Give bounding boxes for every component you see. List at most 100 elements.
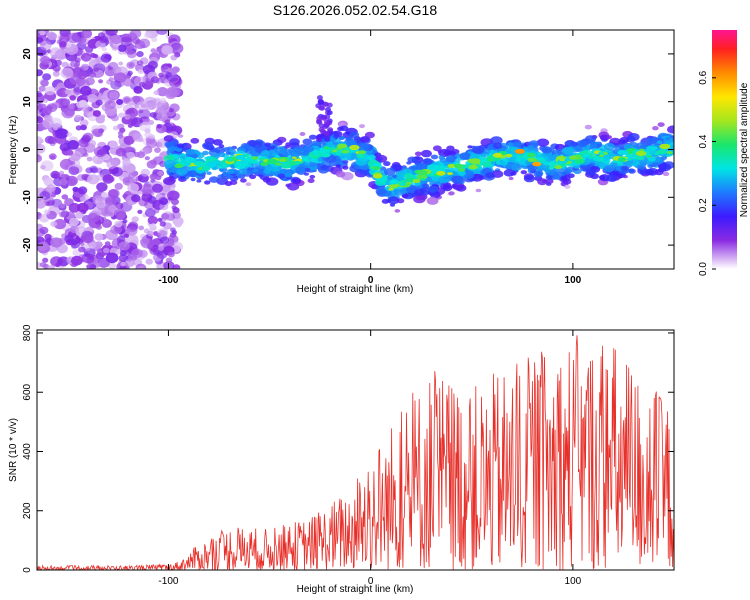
colorbar-tick-label: 0.0 (698, 262, 709, 276)
noise-blob (42, 118, 54, 129)
noise-blob (101, 192, 108, 198)
signal-blob (406, 161, 412, 165)
signal-blob (422, 183, 430, 189)
spectrogram-y-tick-label: -20 (22, 237, 33, 252)
noise-blob (78, 99, 88, 107)
spectrogram-heatmap (37, 30, 674, 269)
signal-core-blob (180, 160, 186, 164)
noise-blob (120, 36, 133, 47)
noise-blob (124, 114, 131, 120)
signal-core-blob (412, 179, 421, 183)
signal-core-blob (617, 149, 629, 156)
signal-core-blob (294, 160, 301, 164)
signal-blob (384, 168, 396, 176)
signal-blob (240, 178, 247, 183)
noise-blob (126, 61, 136, 69)
signal-plume-blob (316, 119, 323, 125)
noise-blob (37, 223, 43, 231)
noise-blob (39, 262, 47, 268)
signal-blob (303, 172, 309, 176)
spectrogram-y-ticks: -20 -10 0 10 20 (22, 48, 674, 252)
signal-core-blob (492, 152, 503, 158)
noise-blob (100, 95, 107, 101)
noise-blob (118, 112, 125, 119)
signal-blob (320, 164, 328, 170)
signal-plume-blob (326, 102, 333, 108)
signal-core-blob (599, 154, 604, 157)
noise-blob (68, 166, 80, 176)
signal-plume-blob (327, 127, 334, 133)
signal-core-blob (481, 161, 492, 167)
noise-blob (146, 139, 157, 149)
signal-blob (295, 166, 306, 174)
signal-core-blob (185, 156, 194, 162)
signal-blob (389, 203, 396, 207)
signal-blob (433, 177, 440, 182)
signal-core-blob (635, 155, 645, 161)
noise-blob (102, 174, 114, 184)
signal-blob (206, 155, 212, 160)
noise-blob (46, 184, 56, 193)
signal-core-blob (416, 169, 428, 176)
noise-blob (118, 61, 124, 66)
signal-blob (515, 158, 521, 162)
signal-blob (507, 142, 514, 147)
signal-blob (533, 171, 543, 178)
noise-blob (150, 48, 157, 53)
noise-blob (76, 202, 89, 213)
signal-blob (265, 177, 279, 186)
signal-blob (178, 134, 184, 138)
signal-blob (652, 126, 659, 131)
noise-blob (52, 126, 59, 131)
signal-blob (536, 138, 550, 147)
signal-blob (656, 140, 663, 144)
signal-plume-blob (323, 119, 330, 125)
noise-blob (110, 80, 122, 90)
signal-core-blob (639, 148, 645, 151)
noise-blob (138, 225, 145, 231)
signal-blob (179, 176, 186, 180)
noise-blob (37, 261, 42, 268)
signal-blob (342, 159, 349, 164)
noise-blob (152, 183, 163, 193)
signal-blob (348, 152, 359, 160)
snr-y-tick-label: 800 (22, 324, 33, 341)
signal-core-blob (207, 161, 216, 166)
snr-panel: -100 0 100 0 200 400 600 800 Height of straigh… (8, 324, 675, 595)
signal-core-blob (560, 163, 567, 167)
signal-core-blob (351, 145, 358, 149)
signal-blob (367, 154, 376, 160)
noise-blob (157, 170, 164, 176)
signal-core-blob (279, 158, 286, 163)
noise-blob (42, 73, 52, 81)
signal-blob (335, 171, 346, 178)
signal-blob (565, 141, 573, 146)
signal-blob (281, 149, 293, 157)
signal-blob (185, 148, 196, 156)
signal-blob (603, 165, 615, 173)
snr-x-label: Height of straight line (km) (297, 584, 414, 595)
noise-blob (86, 264, 92, 269)
noise-blob (86, 156, 93, 162)
signal-plume-blob (316, 137, 323, 143)
noise-blob (150, 76, 160, 84)
noise-blob (90, 167, 99, 174)
signal-core-blob (559, 158, 565, 162)
signal-blob (627, 133, 640, 141)
noise-blob (66, 32, 80, 44)
signal-blob (186, 170, 198, 178)
signal-blob (414, 151, 422, 157)
signal-blob (670, 144, 674, 149)
noise-blob (167, 240, 175, 247)
noise-blob (131, 194, 141, 203)
noise-blob (161, 63, 170, 70)
signal-blob (339, 152, 352, 161)
noise-blob (112, 125, 119, 131)
signal-blob (391, 164, 403, 172)
figure-title: S126.2026.052.02.54.G18 (273, 2, 437, 18)
signal-blob (667, 125, 674, 134)
noise-blob (170, 54, 178, 61)
noise-blob (79, 36, 87, 43)
noise-blob (108, 140, 118, 148)
